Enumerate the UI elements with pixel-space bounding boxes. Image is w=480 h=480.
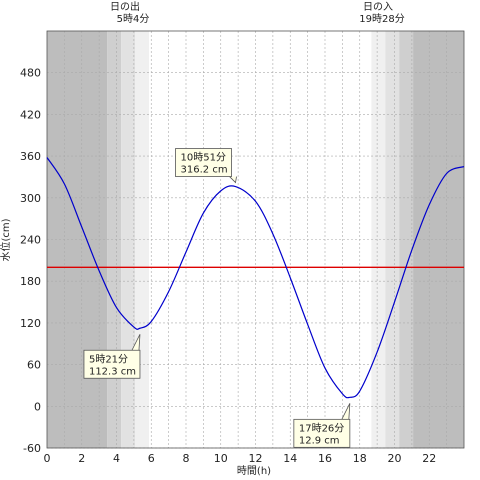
annotation-box-0 bbox=[175, 148, 232, 177]
y-tick-label-8: 420 bbox=[20, 108, 41, 121]
annotation-level-2: 12.9 cm bbox=[299, 435, 340, 446]
x-tick-label-0: 0 bbox=[44, 452, 51, 465]
shade-band-1 bbox=[107, 31, 122, 448]
x-tick-label-4: 8 bbox=[183, 452, 190, 465]
x-tick-label-11: 22 bbox=[422, 452, 436, 465]
shade-band-7 bbox=[399, 31, 414, 448]
y-tick-label-7: 360 bbox=[20, 150, 41, 163]
x-tick-label-7: 14 bbox=[283, 452, 297, 465]
plot-frame bbox=[46, 30, 465, 449]
y-axis-label: 水位(cm) bbox=[0, 218, 12, 261]
x-tick-label-1: 2 bbox=[78, 452, 85, 465]
y-tick-label-6: 300 bbox=[20, 192, 41, 205]
annotation-time-1: 5時21分 bbox=[89, 353, 128, 365]
x-tick-label-3: 6 bbox=[148, 452, 155, 465]
x-tick-label-2: 4 bbox=[113, 452, 120, 465]
annotation-box-1 bbox=[83, 349, 141, 379]
y-tick-label-2: 60 bbox=[27, 359, 41, 372]
annotation-time-0: 10時51分 bbox=[181, 152, 226, 164]
y-tick-label-9: 480 bbox=[20, 67, 41, 80]
annotation-time-2: 17時26分 bbox=[299, 422, 344, 434]
x-axis-label: 時間(h) bbox=[237, 465, 271, 477]
x-tick-label-10: 20 bbox=[388, 452, 402, 465]
x-tick-label-8: 16 bbox=[318, 452, 332, 465]
sunset-time: 19時28分 bbox=[359, 13, 404, 25]
sunset-label: 日の入 bbox=[363, 2, 393, 13]
x-axis-ticks: 0 2 4 6 8 10 12 14 16 18 20 22 bbox=[44, 452, 437, 465]
y-tick-label-0: -60 bbox=[23, 442, 41, 455]
annotation-box-2 bbox=[293, 418, 351, 448]
y-tick-label-1: 0 bbox=[34, 400, 41, 413]
shade-band-3 bbox=[135, 31, 149, 448]
y-tick-label-3: 120 bbox=[20, 317, 41, 330]
annotation-level-1: 112.3 cm bbox=[89, 366, 136, 377]
x-tick-label-6: 12 bbox=[249, 452, 263, 465]
annotation-level-0: 316.2 cm bbox=[181, 165, 228, 176]
x-tick-label-9: 18 bbox=[353, 452, 367, 465]
x-tick-label-5: 10 bbox=[214, 452, 228, 465]
y-tick-label-4: 180 bbox=[20, 275, 41, 288]
y-tick-label-5: 240 bbox=[20, 234, 41, 247]
sunrise-label: 日の出 bbox=[110, 0, 140, 13]
y-axis-ticks: -60 0 60 120 180 240 300 360 420 480 bbox=[20, 67, 41, 455]
tide-line bbox=[46, 157, 465, 399]
shade-band-5 bbox=[371, 31, 386, 448]
sunrise-time: 5時4分 bbox=[117, 13, 150, 25]
grid bbox=[46, 30, 465, 449]
